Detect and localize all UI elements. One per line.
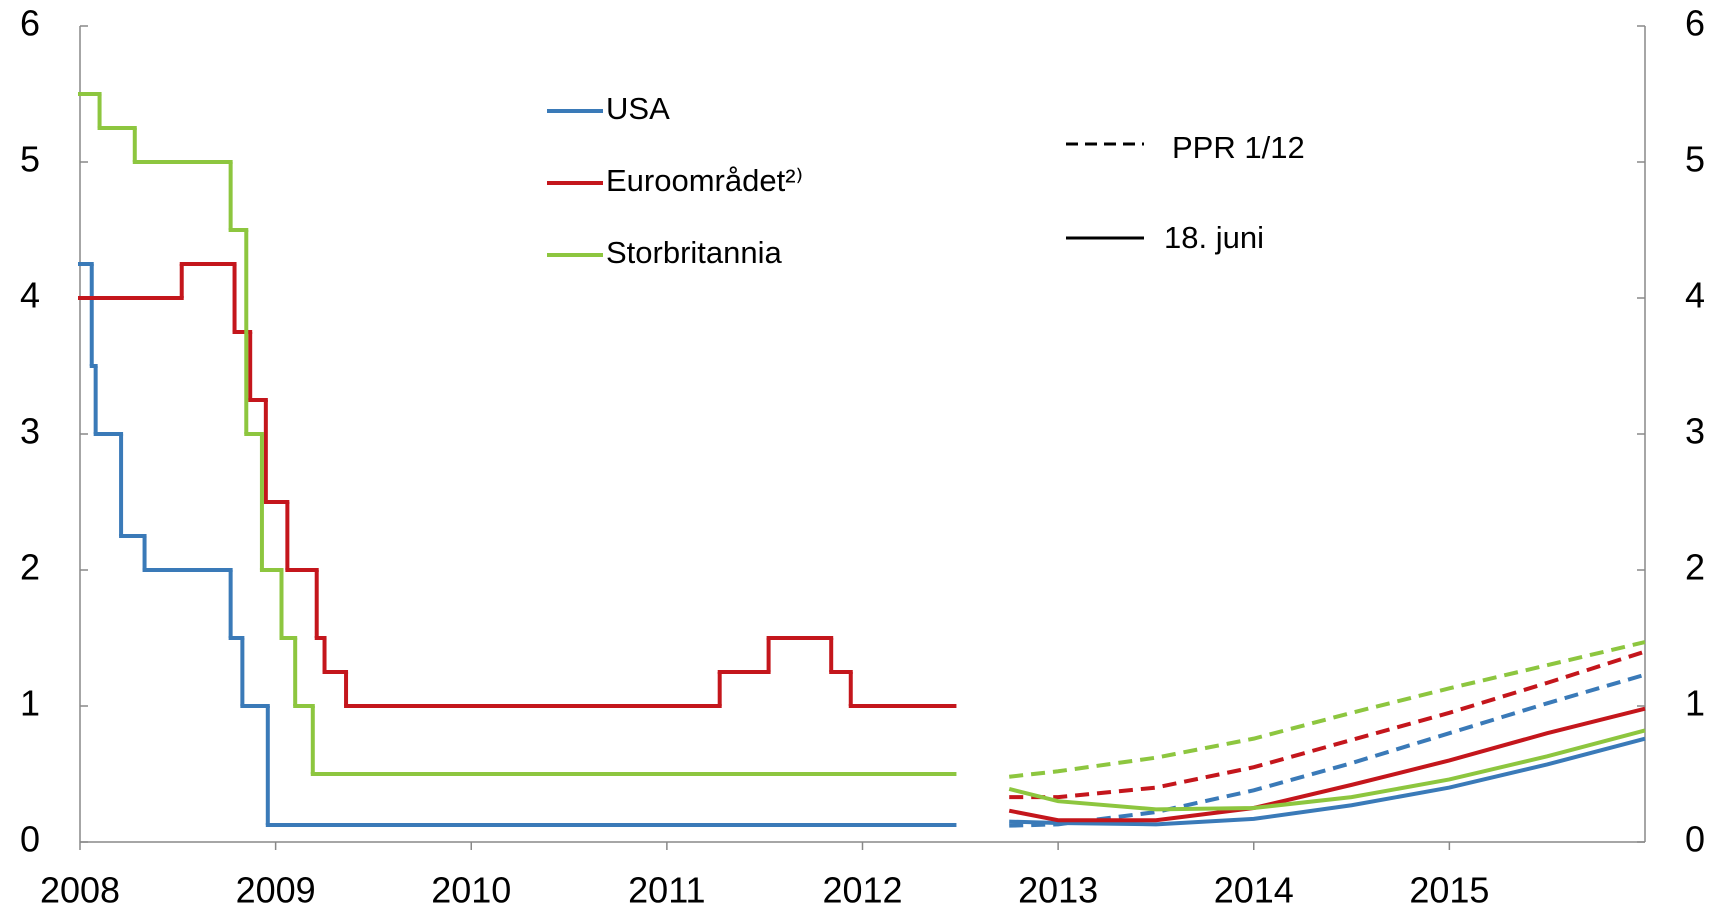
y-tick-label: 5 (20, 139, 40, 180)
x-tick-label: 2012 (822, 870, 902, 911)
x-tick-label: 2015 (1409, 870, 1489, 911)
projection-line (1009, 736, 1646, 827)
style-label: PPR 1/12 (1172, 130, 1305, 165)
y-tick-label: 4 (20, 275, 40, 316)
y2-tick-label: 3 (1685, 411, 1705, 452)
x-tick-label: 2008 (40, 870, 120, 911)
projection-line (1009, 649, 1646, 800)
projection-line (1008, 728, 1646, 812)
legend-label: Euroområdet²⁾ (606, 163, 803, 198)
x-tick-label: 2014 (1214, 870, 1294, 911)
projection-line (1009, 672, 1646, 828)
x-tick-label: 2010 (431, 870, 511, 911)
legend-label: Storbritannia (606, 235, 783, 270)
projection-line (1008, 706, 1646, 823)
style-label: 18. juni (1164, 220, 1264, 255)
legend-label: USA (606, 91, 670, 126)
x-tick-label: 2013 (1018, 870, 1098, 911)
y2-tick-label: 1 (1685, 683, 1705, 724)
y-tick-label: 0 (20, 819, 40, 860)
y2-tick-label: 6 (1685, 3, 1705, 44)
y2-tick-label: 2 (1685, 547, 1705, 588)
y-tick-label: 1 (20, 683, 40, 724)
projection-line (1008, 640, 1646, 779)
y2-tick-label: 4 (1685, 275, 1705, 316)
y-tick-label: 6 (20, 3, 40, 44)
y-tick-label: 2 (20, 547, 40, 588)
x-tick-label: 2011 (628, 870, 705, 911)
y-tick-label: 3 (20, 411, 40, 452)
x-tick-label: 2009 (236, 870, 316, 911)
y2-tick-label: 5 (1685, 139, 1705, 180)
y2-tick-label: 0 (1685, 819, 1705, 860)
